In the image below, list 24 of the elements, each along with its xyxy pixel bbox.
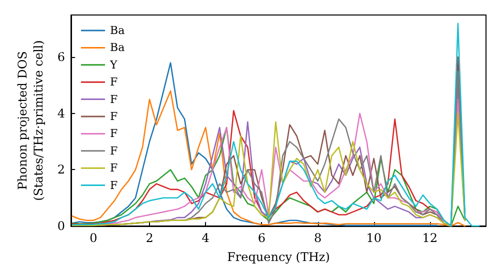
legend-label: Ba: [110, 24, 126, 37]
y-tick-label: 4: [57, 106, 66, 120]
x-tick-label: 0: [90, 231, 98, 245]
y-axis-title: Phonon projected DOS (States/THz·primitive cell): [15, 40, 46, 201]
legend-label: F: [110, 162, 118, 175]
legend-label: Ba: [110, 41, 126, 54]
legend-label: Y: [109, 58, 118, 72]
legend-label: F: [110, 178, 118, 192]
legend-label: F: [110, 110, 118, 123]
x-axis-title: Frequency (THz): [227, 250, 330, 264]
legend-label: F: [110, 144, 118, 158]
y-tick-label: 6: [57, 50, 65, 64]
line-series: [72, 22, 480, 227]
x-tick-label: 12: [422, 231, 438, 245]
x-tick-label: 8: [314, 231, 322, 245]
legend-label: F: [110, 76, 118, 89]
y-tick-label: 2: [57, 162, 65, 177]
x-tick-label: 2: [146, 231, 154, 245]
legend-label: F: [110, 127, 118, 140]
y-tick-label: 0: [57, 219, 65, 233]
legend-label: F: [110, 92, 118, 106]
x-tick-label: 6: [258, 231, 266, 245]
x-tick-label: 4: [202, 231, 210, 245]
x-tick-label: 10: [366, 231, 382, 245]
